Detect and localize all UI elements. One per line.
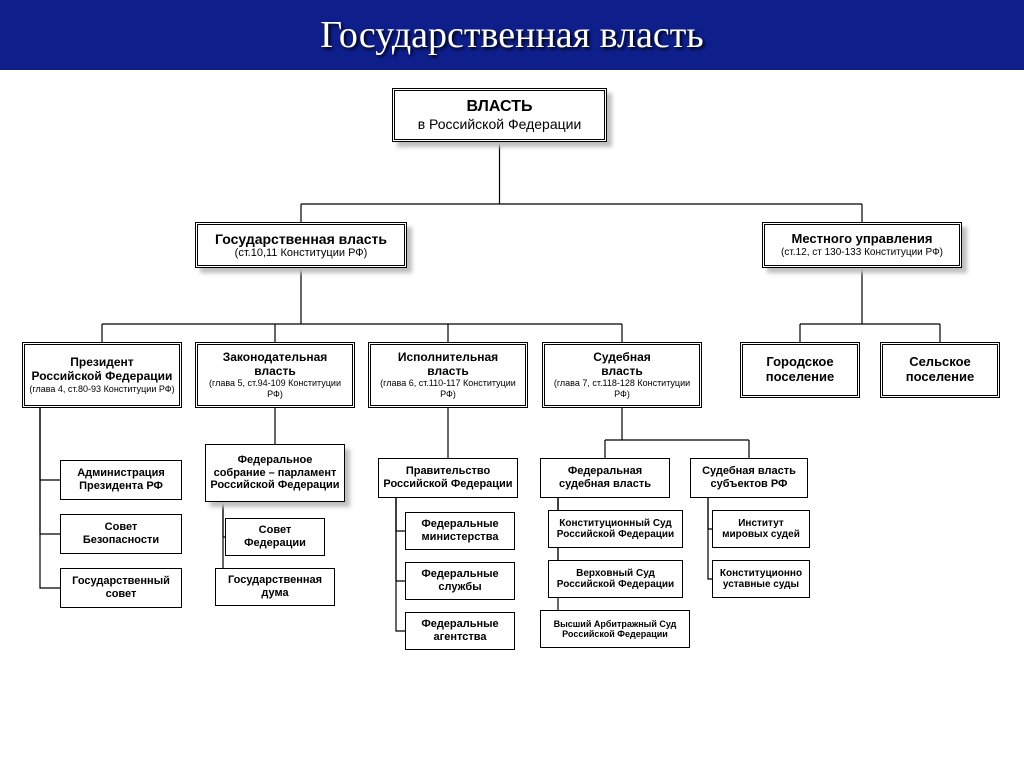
- org-chart-canvas: ВЛАСТЬв Российской Федерации Государствен…: [0, 70, 1024, 767]
- slide-title: Государственная власть: [320, 13, 703, 57]
- node-jud_mir: Институтмировых судей: [712, 510, 810, 548]
- node-city: Городскоепоселение: [740, 342, 860, 398]
- node-jud_fed: Федеральнаясудебная власть: [540, 458, 670, 498]
- node-exec_gov: ПравительствоРоссийской Федерации: [378, 458, 518, 498]
- node-legis_fs: Федеральноесобрание – парламентРоссийско…: [205, 444, 345, 502]
- node-title: СоветБезопасности: [65, 521, 177, 546]
- node-village: Сельскоепоселение: [880, 342, 1000, 398]
- node-title: АдминистрацияПрезидента РФ: [65, 467, 177, 492]
- node-president: ПрезидентРоссийской Федерации(глава 4, с…: [22, 342, 182, 408]
- node-subtitle: (глава 6, ст.110-117 Конституции РФ): [375, 378, 521, 399]
- node-title: Высший Арбитражный СудРоссийской Федерац…: [545, 619, 685, 640]
- node-subtitle: (глава 4, ст.80-93 Конституции РФ): [29, 384, 175, 394]
- node-title: Конституционный СудРоссийской Федерации: [553, 518, 678, 541]
- node-jud_vs: Верховный СудРоссийской Федерации: [548, 560, 683, 598]
- node-subtitle: (ст.12, ст 130-133 Конституции РФ): [769, 247, 955, 259]
- node-title: Судебнаявласть: [549, 351, 695, 379]
- node-exec_srv: Федеральныеслужбы: [405, 562, 515, 600]
- node-title: Судебная властьсубъектов РФ: [695, 465, 803, 490]
- node-title: Государственная власть: [202, 231, 400, 247]
- node-legis_sf: СоветФедерации: [225, 518, 325, 556]
- node-title: Федеральныеагентства: [410, 618, 510, 643]
- node-pres_gos: Государственныйсовет: [60, 568, 182, 608]
- node-title: Федеральныеслужбы: [410, 568, 510, 593]
- node-title: Верховный СудРоссийской Федерации: [553, 568, 678, 591]
- node-local: Местного управления(ст.12, ст 130-133 Ко…: [762, 222, 962, 268]
- node-subtitle: в Российской Федерации: [399, 116, 600, 132]
- node-subtitle: (глава 7, ст.118-128 Конституции РФ): [549, 378, 695, 399]
- node-exec_min: Федеральныеминистерства: [405, 512, 515, 550]
- node-pres_admin: АдминистрацияПрезидента РФ: [60, 460, 182, 500]
- node-jud_ks: Конституционный СудРоссийской Федерации: [548, 510, 683, 548]
- node-state: Государственная власть(ст.10,11 Конститу…: [195, 222, 407, 268]
- node-title: Законодательнаявласть: [202, 351, 348, 379]
- node-jud_ust: Конституционноуставные суды: [712, 560, 810, 598]
- node-title: ПравительствоРоссийской Федерации: [383, 465, 513, 490]
- node-legis: Законодательнаявласть(глава 5, ст.94-109…: [195, 342, 355, 408]
- node-root: ВЛАСТЬв Российской Федерации: [392, 88, 607, 142]
- node-subtitle: (глава 5, ст.94-109 Конституции РФ): [202, 378, 348, 399]
- node-title: Сельскоепоселение: [887, 355, 993, 385]
- node-exec_ag: Федеральныеагентства: [405, 612, 515, 650]
- node-exec: Исполнительнаявласть(глава 6, ст.110-117…: [368, 342, 528, 408]
- node-title: Государственнаядума: [220, 574, 330, 599]
- connector-lines: [0, 70, 1024, 767]
- node-title: Государственныйсовет: [65, 575, 177, 600]
- node-jud_vas: Высший Арбитражный СудРоссийской Федерац…: [540, 610, 690, 648]
- node-title: Федеральныеминистерства: [410, 518, 510, 543]
- node-title: Исполнительнаявласть: [375, 351, 521, 379]
- node-title: ВЛАСТЬ: [399, 98, 600, 116]
- node-title: Местного управления: [769, 232, 955, 247]
- node-title: Городскоепоселение: [747, 355, 853, 385]
- node-title: Конституционноуставные суды: [717, 568, 805, 591]
- node-pres_sec: СоветБезопасности: [60, 514, 182, 554]
- node-jud_subj: Судебная властьсубъектов РФ: [690, 458, 808, 498]
- node-title: СоветФедерации: [230, 524, 320, 549]
- node-subtitle: (ст.10,11 Конституции РФ): [202, 247, 400, 260]
- node-judic: Судебнаявласть(глава 7, ст.118-128 Конст…: [542, 342, 702, 408]
- node-title: ПрезидентРоссийской Федерации: [29, 356, 175, 384]
- node-title: Институтмировых судей: [717, 518, 805, 541]
- node-legis_gd: Государственнаядума: [215, 568, 335, 606]
- node-title: Федеральноесобрание – парламентРоссийско…: [210, 454, 340, 492]
- slide-header: Государственная власть: [0, 0, 1024, 70]
- node-title: Федеральнаясудебная власть: [545, 465, 665, 490]
